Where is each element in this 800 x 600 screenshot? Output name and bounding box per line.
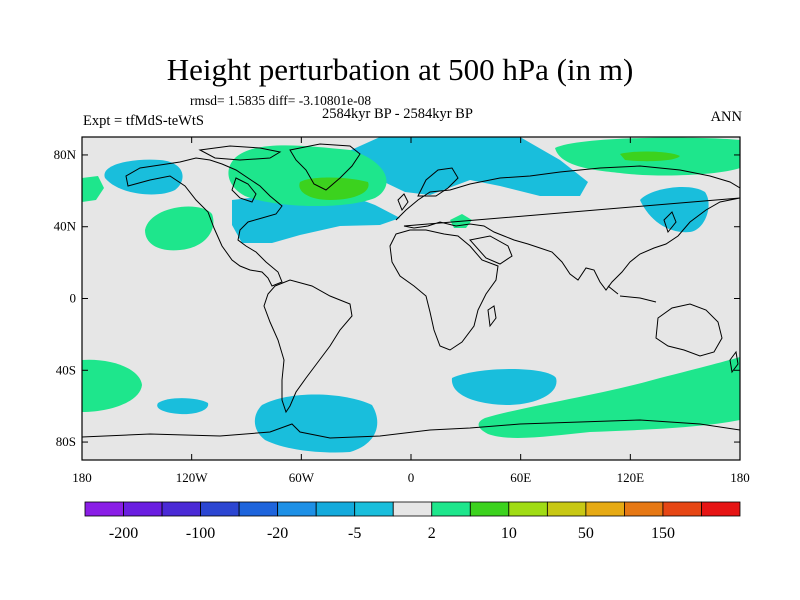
positive-anomaly-south-pacific-west bbox=[82, 359, 142, 412]
colorbar-label: 150 bbox=[651, 525, 675, 542]
colorbar-swatch bbox=[624, 501, 664, 517]
colorbar-label: 2 bbox=[428, 525, 436, 542]
coast-greenland bbox=[289, 143, 361, 191]
positive-anomaly-southern-ocean bbox=[478, 357, 740, 438]
colorbar-swatch bbox=[315, 501, 356, 517]
negative-anomaly-south-pacific bbox=[157, 398, 209, 415]
coast-africa bbox=[389, 229, 499, 351]
coast-madagascar bbox=[487, 305, 497, 328]
coast-indonesia bbox=[607, 285, 657, 303]
latitude-axis: 80N 40N 0 40S 80S bbox=[54, 147, 740, 449]
colorbar-swatch bbox=[701, 501, 741, 517]
colorbar: -200 -100 -20 -5 2 10 50 150 bbox=[84, 501, 741, 542]
coast-new-zealand bbox=[729, 350, 739, 374]
colorbar-swatch bbox=[431, 501, 471, 517]
contour-fill bbox=[82, 137, 740, 453]
colorbar-swatch bbox=[469, 501, 510, 517]
coast-uk bbox=[397, 193, 409, 212]
negative-anomaly-south-indian bbox=[451, 369, 557, 405]
coast-south-america bbox=[263, 279, 353, 414]
positive-anomaly-west-edge bbox=[82, 176, 104, 202]
coast-australia bbox=[655, 303, 723, 357]
coast-scandinavia bbox=[417, 167, 459, 197]
season-label: ANN bbox=[710, 109, 742, 125]
colorbar-swatch bbox=[354, 501, 394, 517]
lat-tick-label: 80N bbox=[54, 147, 77, 162]
colorbar-swatch bbox=[84, 501, 124, 517]
coast-arctic-islands bbox=[198, 145, 282, 161]
coast-north-america bbox=[125, 157, 283, 287]
colorbar-swatch bbox=[161, 501, 201, 517]
positive-anomaly-baffin-core bbox=[299, 177, 369, 200]
coast-europe-asia bbox=[395, 165, 740, 291]
experiment-label: Expt = tfMdS-teWtS bbox=[83, 113, 204, 129]
plot-title: Height perturbation at 500 hPa (in m) bbox=[166, 52, 634, 87]
lon-tick-label: 0 bbox=[408, 470, 415, 485]
colorbar-swatch bbox=[585, 501, 625, 517]
lon-tick-label: 180 bbox=[730, 470, 750, 485]
rmsd-diff-text: rmsd= 1.5835 diff= -3.10801e-08 bbox=[190, 93, 372, 108]
colorbar-swatch bbox=[123, 501, 163, 517]
lon-tick-label: 180 bbox=[72, 470, 92, 485]
colorbar-label: -5 bbox=[348, 525, 361, 542]
lat-tick-label: 80S bbox=[56, 434, 76, 449]
positive-anomaly-tasman bbox=[700, 367, 740, 387]
colorbar-swatch bbox=[662, 501, 702, 517]
negative-anomaly-arctic bbox=[340, 137, 588, 196]
colorbar-swatch bbox=[238, 501, 279, 517]
longitude-axis: 180 120W 60W 0 60E 120E 180 bbox=[72, 137, 750, 485]
coast-hudson-bay bbox=[231, 177, 257, 203]
colorbar-swatch bbox=[392, 501, 433, 517]
colorbar-label: 10 bbox=[501, 525, 517, 542]
colorbar-label: -200 bbox=[109, 525, 138, 542]
lat-tick-label: 40N bbox=[54, 219, 77, 234]
lon-tick-label: 60W bbox=[289, 470, 315, 485]
colorbar-swatch bbox=[277, 501, 317, 517]
lon-tick-label: 60E bbox=[510, 470, 531, 485]
negative-anomaly-alaska bbox=[104, 159, 183, 195]
colorbar-label: -100 bbox=[186, 525, 215, 542]
colorbar-swatch bbox=[546, 501, 587, 517]
coast-japan bbox=[663, 211, 677, 234]
lat-tick-label: 40S bbox=[56, 362, 76, 377]
lat-tick-label: 0 bbox=[70, 291, 77, 306]
coast-arabia bbox=[469, 235, 513, 265]
period-text: 2584kyr BP - 2584kyr BP bbox=[322, 106, 473, 122]
colorbar-swatch bbox=[200, 501, 240, 517]
lon-tick-label: 120E bbox=[617, 470, 645, 485]
colorbar-swatch bbox=[508, 501, 548, 517]
colorbar-label: -20 bbox=[267, 525, 288, 542]
positive-anomaly-north-pacific bbox=[145, 206, 214, 251]
colorbar-label: 50 bbox=[578, 525, 594, 542]
lon-tick-label: 120W bbox=[176, 470, 209, 485]
positive-anomaly-siberia-core bbox=[620, 151, 680, 162]
coastlines bbox=[82, 143, 740, 439]
coast-antarctica bbox=[82, 419, 740, 439]
